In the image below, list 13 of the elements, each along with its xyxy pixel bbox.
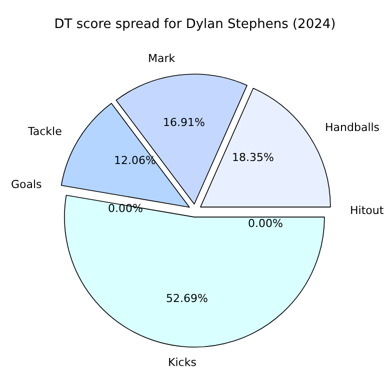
text: 0.00%	[108, 202, 143, 215]
category-label: Goals	[11, 178, 42, 191]
category-label: Hitout	[350, 204, 384, 217]
data-label: 12.06%	[114, 154, 156, 167]
text: 0.00%	[248, 217, 283, 230]
data-label: 52.69%	[166, 292, 208, 305]
slice-label: Handballs	[325, 121, 380, 134]
chart-title: DT score spread for Dylan Stephens (2024)	[54, 16, 336, 32]
slice-label: Kicks	[168, 356, 197, 369]
slice-label: Tackle	[27, 125, 62, 138]
slice-label: Mark	[148, 52, 176, 65]
data-label: 16.91%	[163, 116, 205, 129]
data-label: 18.35%	[232, 151, 274, 164]
